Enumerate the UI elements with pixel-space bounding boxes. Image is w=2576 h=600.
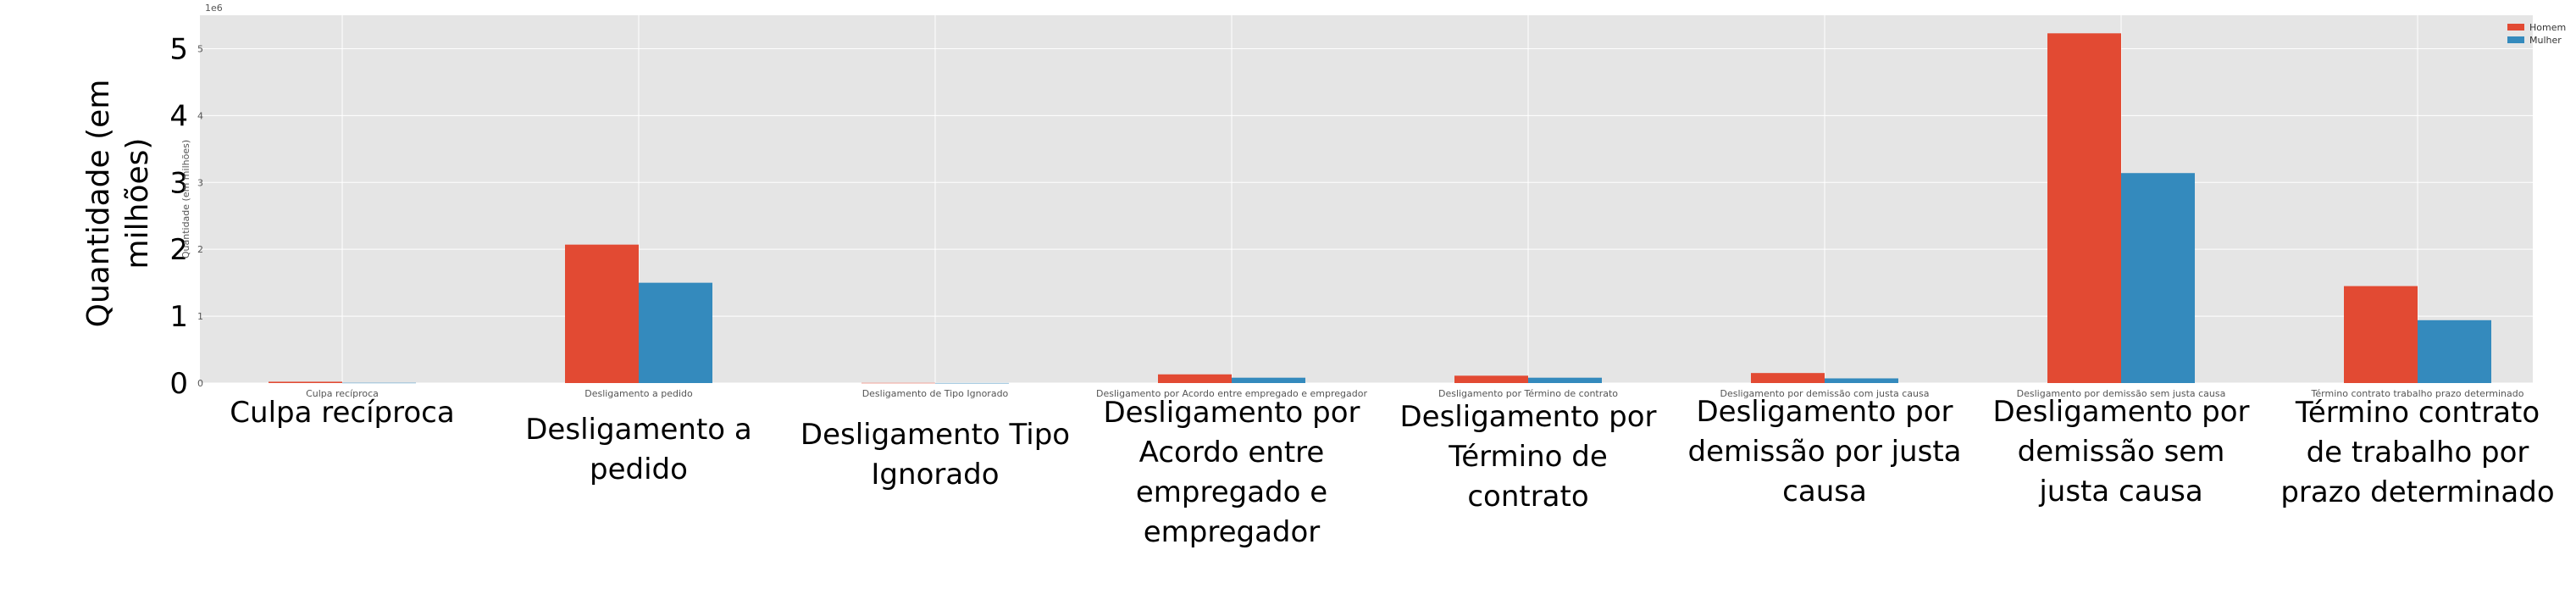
x-tick-label-2: Desligamento Tipo Ignorado bbox=[800, 418, 1070, 492]
bars bbox=[269, 33, 2491, 384]
bar-mulher-1 bbox=[639, 282, 712, 383]
bar-homem-1 bbox=[565, 244, 639, 383]
x-tick-label-7: Término contrato de trabalho por prazo det… bbox=[2280, 396, 2554, 509]
legend-label-0: Homem bbox=[2529, 22, 2566, 33]
y-tick-label-4: 4 bbox=[169, 99, 188, 133]
x-tick-label-line: empregador bbox=[1144, 515, 1321, 549]
legend-swatch-0 bbox=[2507, 24, 2524, 31]
x-tick-label-small-4: Desligamento por Término de contrato bbox=[1438, 388, 1618, 399]
bar-mulher-7 bbox=[2418, 319, 2491, 383]
x-tick-label-line: contrato bbox=[1467, 480, 1588, 514]
x-tick-label-small-0: Culpa recíproca bbox=[306, 388, 379, 399]
x-tick-label-line: demissão por justa bbox=[1688, 435, 1962, 469]
legend-swatch-1 bbox=[2507, 36, 2524, 43]
y-axis-ticks: 0 0 1 1 2 2 3 3 4 4 5 5 bbox=[169, 32, 203, 401]
y-tick-label-3: 3 bbox=[169, 166, 188, 200]
y-axis-label-line: milhões) bbox=[120, 138, 155, 269]
x-tick-label-small-3: Desligamento por Acordo entre empregado … bbox=[1096, 388, 1367, 399]
x-tick-label-small-2: Desligamento de Tipo Ignorado bbox=[862, 388, 1009, 399]
y-tick-label-small-3: 3 bbox=[197, 177, 203, 188]
bar-mulher-2 bbox=[935, 382, 1009, 384]
x-tick-label-small-1: Desligamento a pedido bbox=[584, 388, 693, 399]
x-tick-label-small-5: Desligamento por demissão com justa caus… bbox=[1720, 388, 1929, 399]
x-tick-label-line: pedido bbox=[590, 453, 688, 486]
x-axis-tick-labels: Culpa recíproca Desligamento a pedidoDesli… bbox=[230, 395, 2554, 549]
y-axis-offset-text: 1e6 bbox=[205, 3, 223, 14]
x-tick-label-line: Desligamento a bbox=[525, 413, 751, 447]
x-axis-small-tick-labels: Culpa recíproca Desligamento a pedido Desl… bbox=[306, 388, 2524, 399]
x-tick-label-line: Desligamento por bbox=[1103, 396, 1360, 430]
x-tick-label-line: empregado e bbox=[1136, 475, 1327, 509]
y-axis-label-small: Quantidade (em milhões) bbox=[180, 140, 191, 258]
legend: Homem Mulher bbox=[2507, 22, 2566, 46]
x-tick-label-line: Ignorado bbox=[871, 458, 999, 492]
y-tick-label-small-2: 2 bbox=[197, 244, 203, 255]
bar-homem-0 bbox=[269, 381, 342, 383]
x-tick-label-line: de trabalho por bbox=[2307, 436, 2529, 469]
legend-label-1: Mulher bbox=[2529, 35, 2562, 46]
x-tick-label-line: Desligamento por bbox=[1399, 400, 1656, 434]
x-tick-label-5: Desligamento por demissão por justa causa bbox=[1688, 395, 1962, 508]
x-tick-label-line: justa causa bbox=[2038, 475, 2202, 508]
y-axis-label: Quantidade (em milhões) Quantidade (em mil… bbox=[81, 80, 191, 328]
y-tick-label-small-5: 5 bbox=[197, 43, 203, 54]
x-tick-label-line: Desligamento Tipo bbox=[800, 418, 1070, 452]
y-tick-label-small-4: 4 bbox=[197, 110, 203, 121]
bar-homem-2 bbox=[861, 382, 935, 384]
y-tick-label-0: 0 bbox=[169, 367, 188, 401]
y-tick-label-small-0: 0 bbox=[197, 378, 203, 389]
x-tick-label-small-7: Término contrato trabalho prazo determin… bbox=[2311, 388, 2524, 399]
x-tick-label-3: Desligamento por Acordo entre empregado e e… bbox=[1103, 396, 1360, 549]
x-tick-label-0: Culpa recíproca bbox=[230, 396, 454, 430]
bar-mulher-0 bbox=[342, 382, 416, 384]
x-tick-label-4: Desligamento por Término de contrato bbox=[1399, 400, 1656, 514]
x-tick-label-line: Término de bbox=[1448, 440, 1608, 474]
x-tick-label-6: Desligamento por demissão sem justa causa bbox=[1992, 395, 2249, 508]
x-tick-label-1: Desligamento a pedido bbox=[525, 413, 751, 486]
x-tick-label-line: Acordo entre bbox=[1139, 436, 1325, 469]
bar-mulher-4 bbox=[1528, 377, 1602, 383]
bar-homem-7 bbox=[2344, 286, 2418, 383]
bar-homem-6 bbox=[2047, 33, 2121, 384]
y-axis-label-text: Quantidade (em milhões) bbox=[81, 80, 155, 328]
bar-mulher-5 bbox=[1825, 378, 1898, 383]
x-tick-label-line: Desligamento por bbox=[1696, 395, 1953, 429]
y-tick-label-2: 2 bbox=[169, 233, 188, 267]
x-tick-label-line: causa bbox=[1782, 475, 1867, 508]
x-tick-label-line: Culpa recíproca bbox=[230, 396, 454, 430]
x-tick-label-line: Desligamento por bbox=[1992, 395, 2249, 429]
bar-homem-5 bbox=[1751, 373, 1825, 383]
y-tick-label-1: 1 bbox=[169, 300, 188, 334]
x-tick-label-line: demissão sem bbox=[2018, 435, 2225, 469]
x-tick-label-small-6: Desligamento por demissão sem justa caus… bbox=[2017, 388, 2226, 399]
bar-homem-4 bbox=[1454, 375, 1528, 383]
x-tick-label-line: prazo determinado bbox=[2280, 475, 2554, 509]
y-axis-label-line: Quantidade (em bbox=[81, 80, 116, 328]
bar-homem-3 bbox=[1158, 374, 1232, 383]
y-tick-label-5: 5 bbox=[169, 32, 188, 66]
bar-mulher-3 bbox=[1232, 377, 1305, 383]
bar-mulher-6 bbox=[2121, 173, 2195, 383]
y-tick-label-small-1: 1 bbox=[197, 311, 203, 322]
x-tick-label-line: Término contrato bbox=[2295, 396, 2540, 430]
